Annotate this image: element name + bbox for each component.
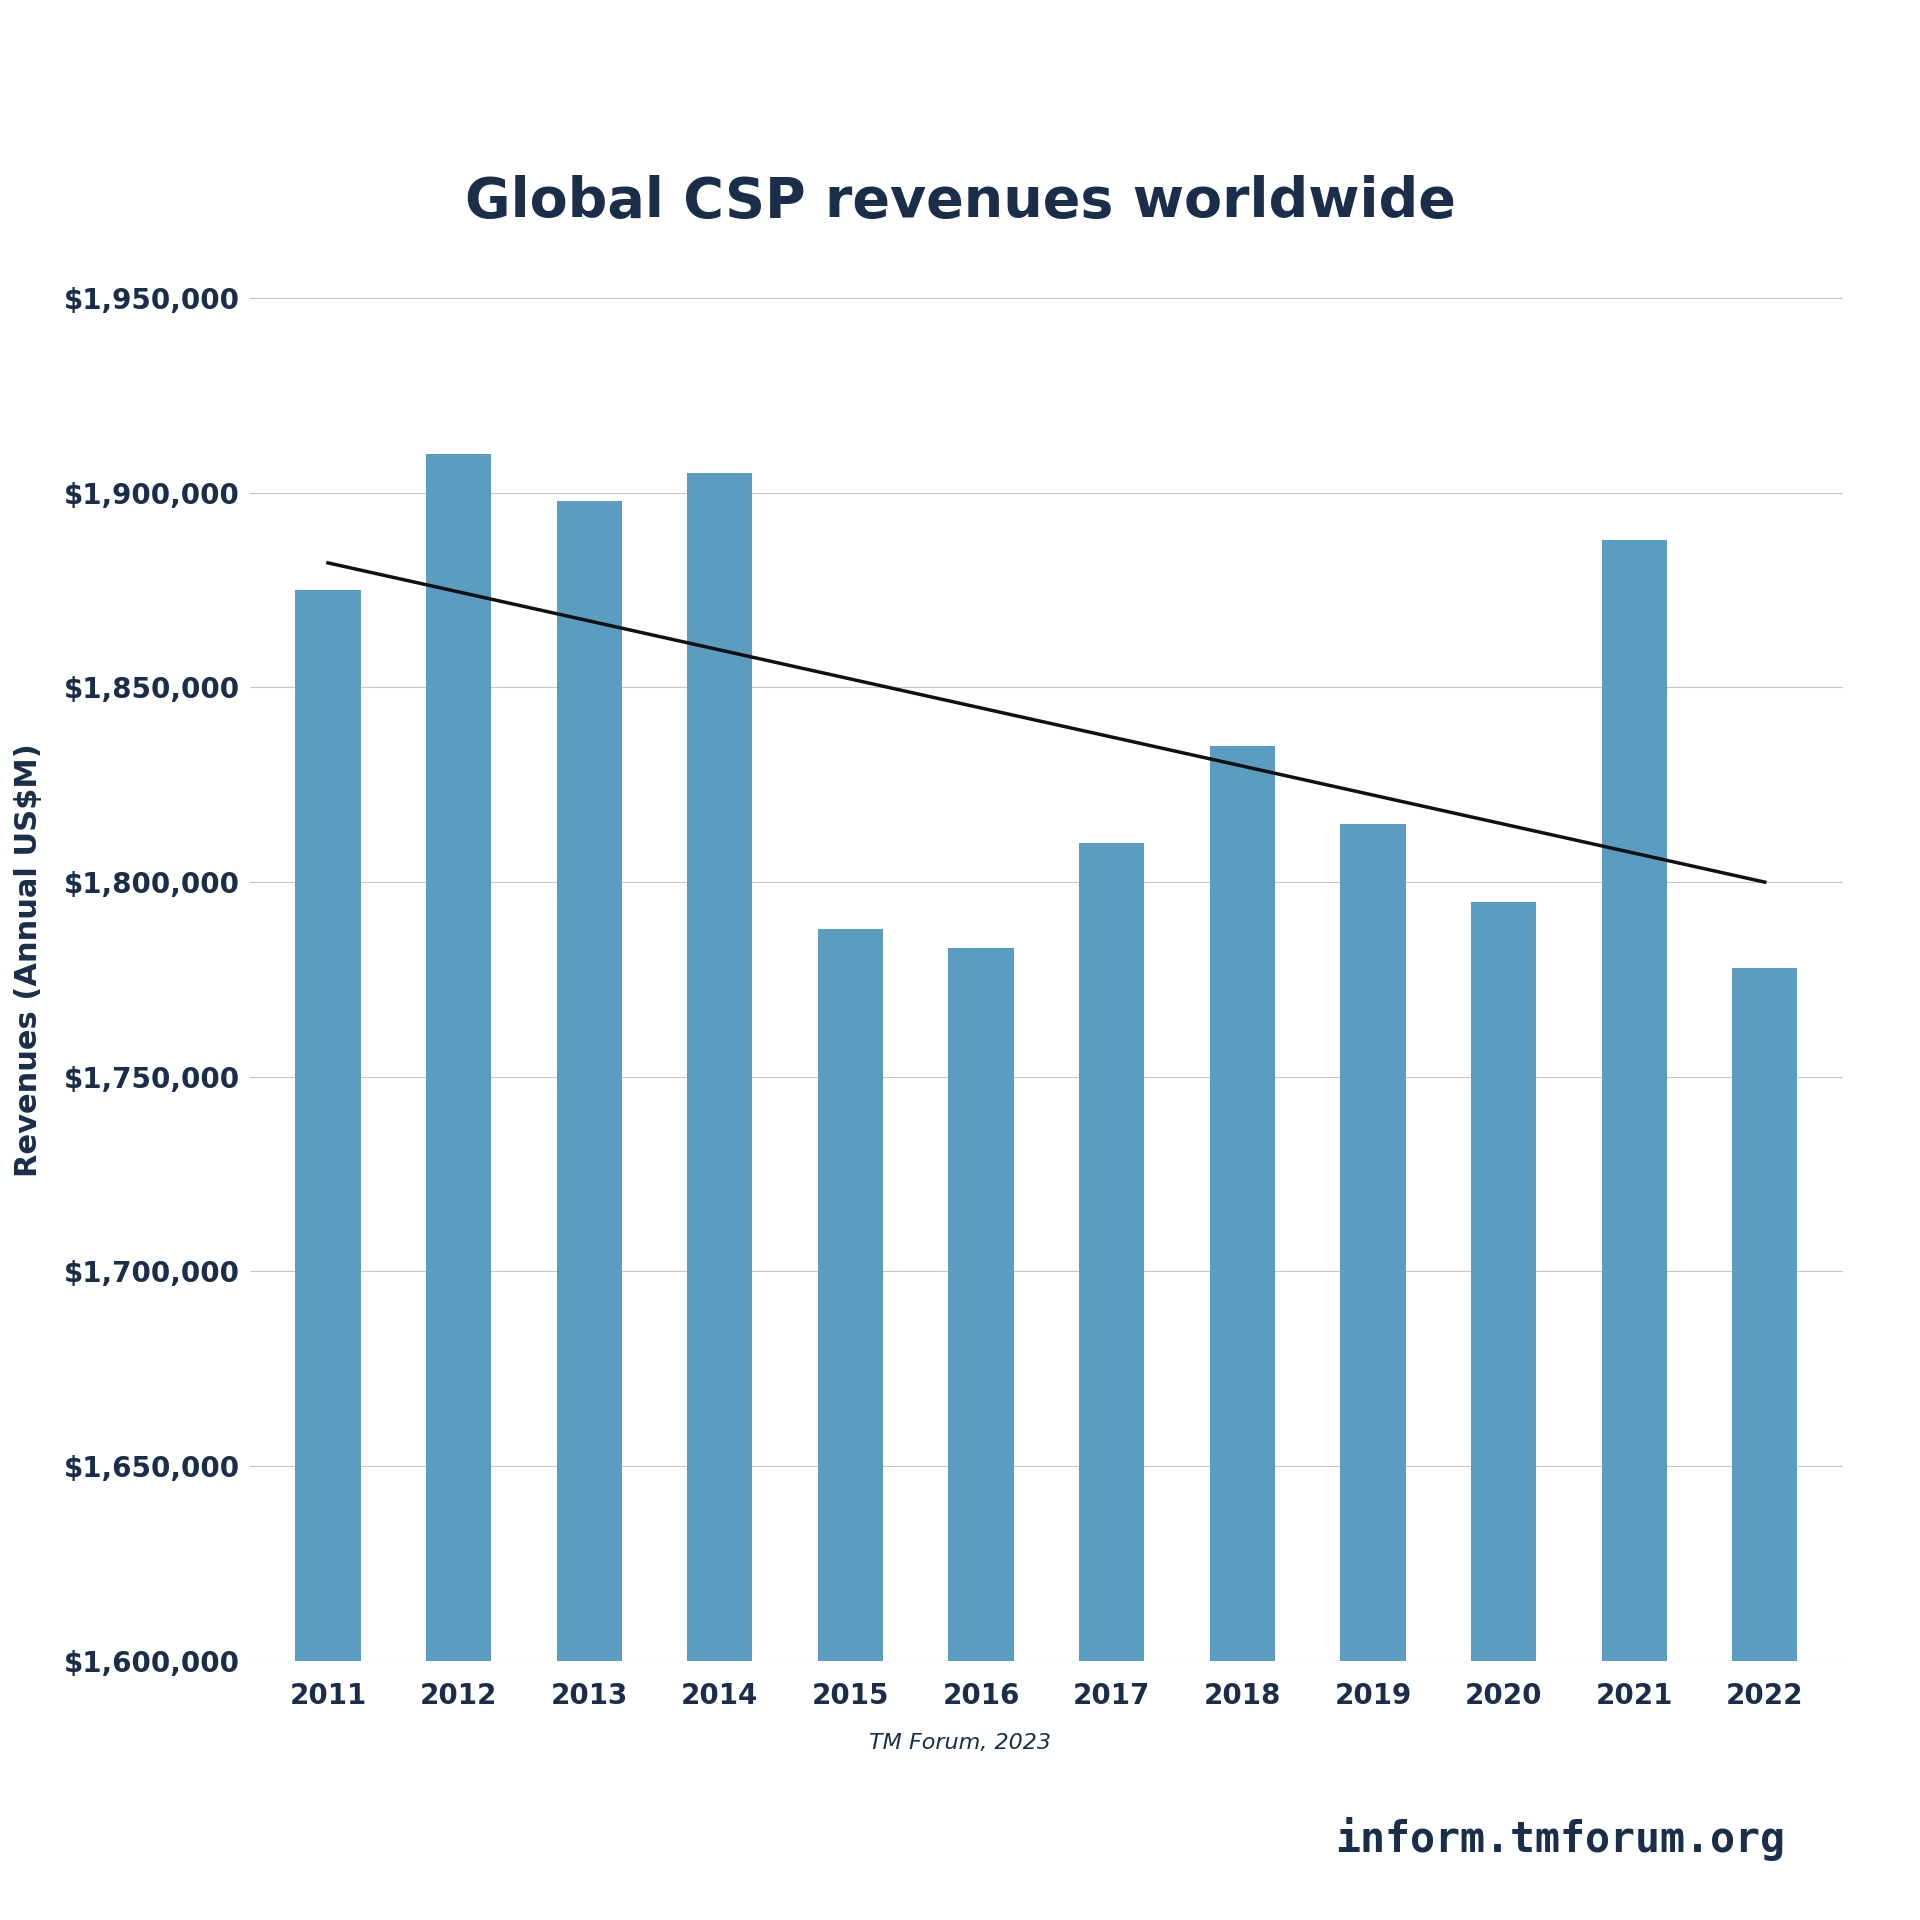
Bar xyxy=(426,453,492,1920)
Bar xyxy=(1601,540,1667,1920)
Bar xyxy=(687,474,753,1920)
Text: inform.tmforum.org: inform.tmforum.org xyxy=(1336,1818,1786,1860)
Text: TM Forum, 2023: TM Forum, 2023 xyxy=(870,1734,1050,1753)
Bar xyxy=(1471,902,1536,1920)
Bar xyxy=(296,589,361,1920)
Bar xyxy=(557,501,622,1920)
Bar xyxy=(818,929,883,1920)
Y-axis label: Revenues (Annual US$M): Revenues (Annual US$M) xyxy=(13,743,42,1177)
Bar xyxy=(1079,843,1144,1920)
Text: Global CSP revenues worldwide: Global CSP revenues worldwide xyxy=(465,175,1455,228)
Bar xyxy=(948,948,1014,1920)
Bar xyxy=(1732,968,1797,1920)
Bar xyxy=(1210,745,1275,1920)
Bar xyxy=(1340,824,1405,1920)
